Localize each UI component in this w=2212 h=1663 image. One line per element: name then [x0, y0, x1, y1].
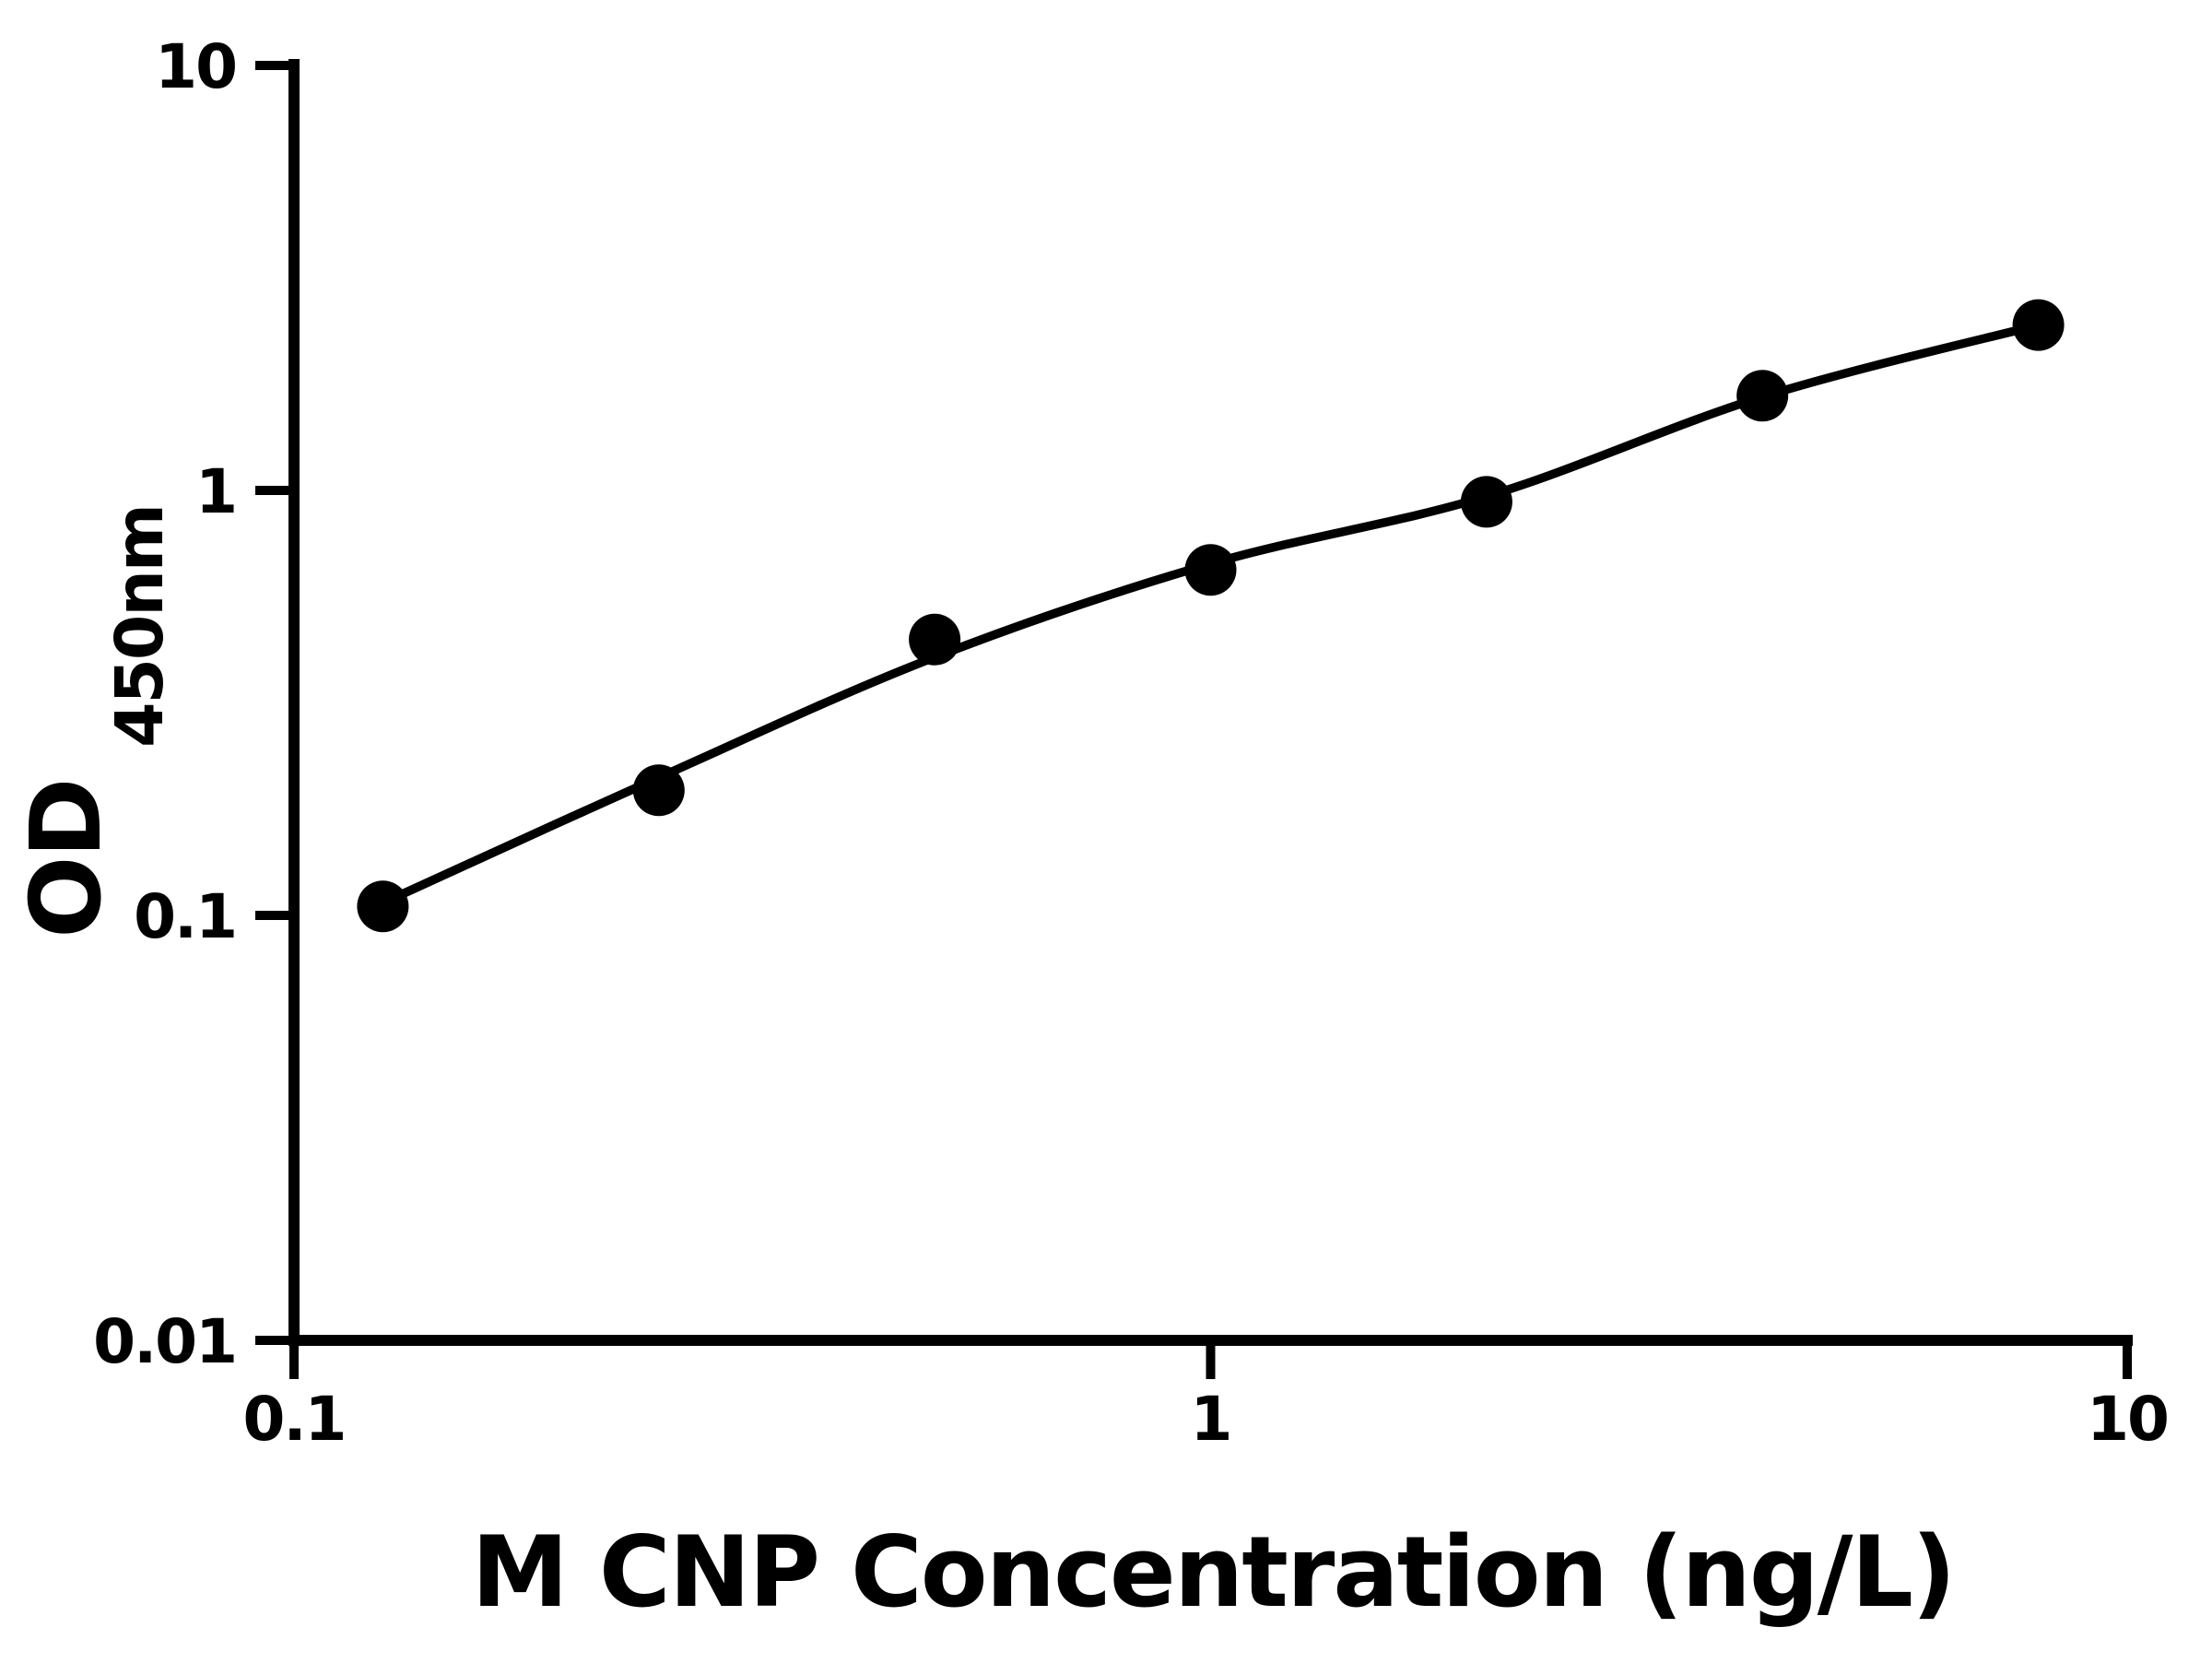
data-point-marker	[357, 880, 409, 933]
y-axis-title-main: OD	[10, 779, 123, 938]
y-tick-group: 0.01 0.1 1 10	[93, 31, 294, 1377]
x-axis-title: M CNP Concentration (ng/L)	[472, 1516, 1955, 1629]
x-tick-label: 1	[1191, 1384, 1231, 1455]
x-tick-label: 0.1	[243, 1384, 346, 1455]
y-tick-label: 10	[155, 31, 236, 102]
y-tick-label: 1	[195, 456, 236, 527]
x-tick-label: 10	[2087, 1384, 2168, 1455]
axis-spines	[288, 59, 2133, 1346]
data-point-marker	[1736, 370, 1789, 422]
fit-curve-line	[378, 320, 2043, 908]
y-axis-title-subscript: 450nm	[101, 505, 178, 748]
data-point-marker	[1184, 544, 1237, 596]
y-tick-label: 0.1	[134, 881, 236, 952]
data-point-group	[357, 299, 2065, 933]
x-tick-group: 0.1 1 10	[243, 1340, 2170, 1455]
y-axis-title: OD 450nm	[10, 505, 178, 938]
y-tick-label: 0.01	[93, 1306, 236, 1377]
data-point-marker	[2012, 299, 2065, 351]
data-point-marker	[1460, 476, 1512, 528]
data-point-marker	[909, 613, 961, 666]
data-point-marker	[632, 764, 685, 817]
